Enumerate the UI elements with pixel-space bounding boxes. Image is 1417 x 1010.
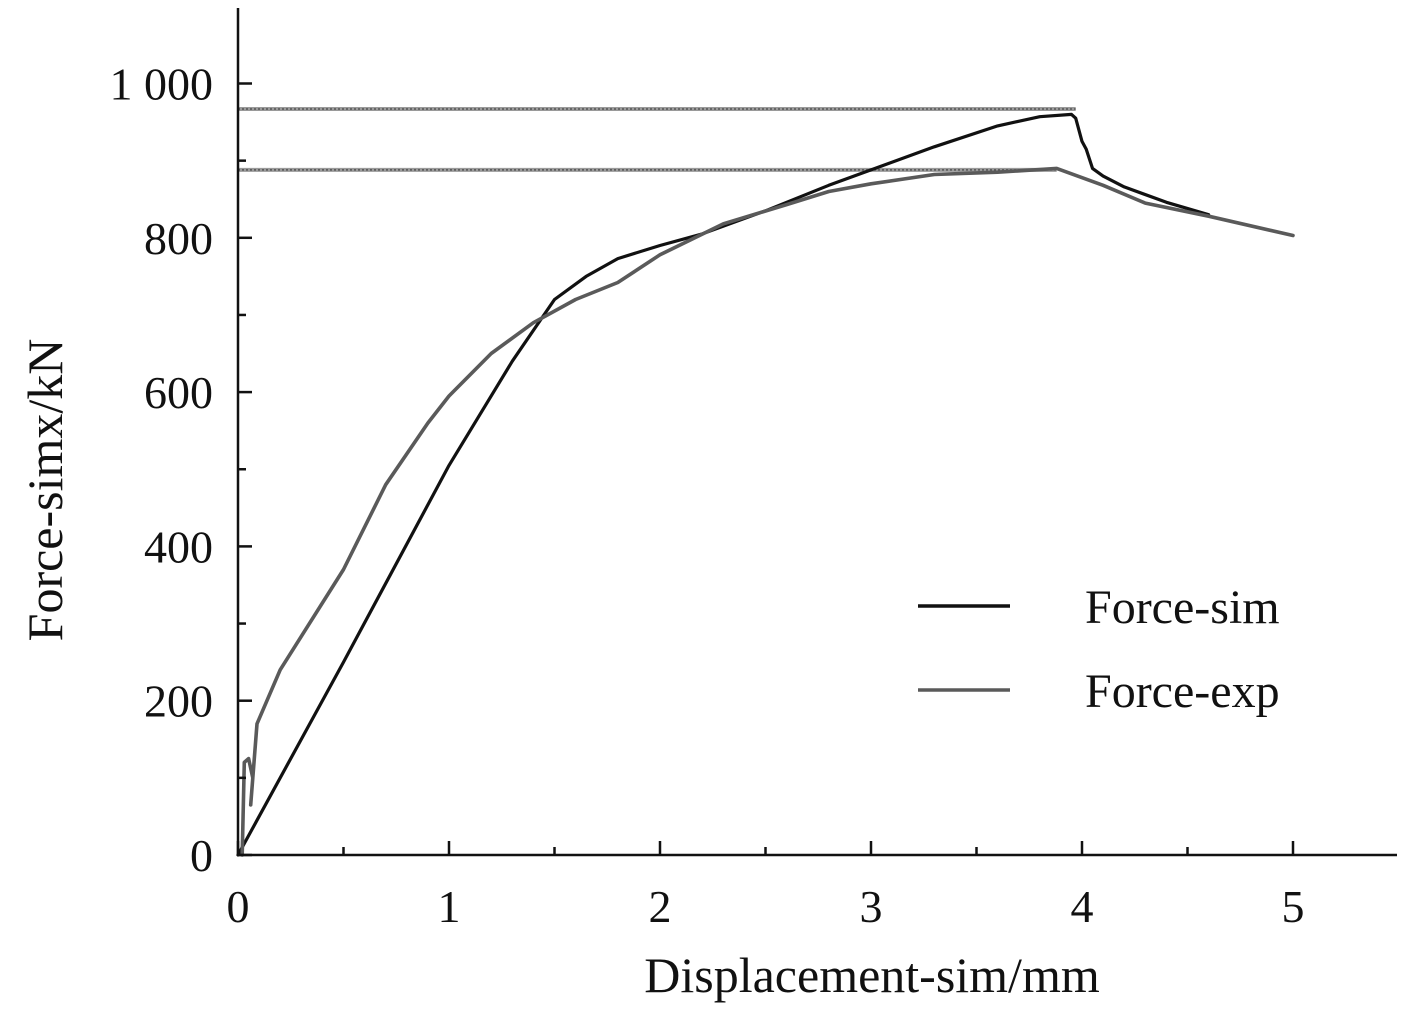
legend-label-force-sim: Force-sim bbox=[1085, 581, 1280, 634]
y-tick-label: 400 bbox=[144, 521, 213, 572]
reference-lines bbox=[238, 106, 1076, 172]
x-tick-label: 1 bbox=[438, 881, 461, 932]
x-tick-label: 0 bbox=[227, 881, 250, 932]
x-tick-label: 4 bbox=[1071, 881, 1094, 932]
y-tick-label: 0 bbox=[190, 830, 213, 881]
legend-label-force-exp: Force-exp bbox=[1085, 665, 1280, 718]
axis-ticks: 0 1 2 3 4 5 0 200 400 600 800 1 000 bbox=[110, 59, 1305, 933]
series-line-force-sim bbox=[236, 112, 1211, 857]
x-tick-label: 2 bbox=[649, 881, 672, 932]
y-tick-label: 1 000 bbox=[110, 59, 214, 110]
y-axis-title: Force-simx/kN bbox=[17, 339, 73, 642]
x-axis-title: Displacement-sim/mm bbox=[644, 947, 1100, 1003]
y-tick-label: 600 bbox=[144, 367, 213, 418]
series-line-force-exp bbox=[240, 166, 1295, 857]
legend: Force-sim Force-exp bbox=[918, 581, 1280, 718]
x-tick-label: 3 bbox=[860, 881, 883, 932]
y-tick-label: 200 bbox=[144, 676, 213, 727]
y-tick-label: 800 bbox=[144, 213, 213, 264]
x-tick-label: 5 bbox=[1282, 881, 1305, 932]
plot-series bbox=[236, 112, 1295, 857]
axes bbox=[236, 8, 1397, 857]
